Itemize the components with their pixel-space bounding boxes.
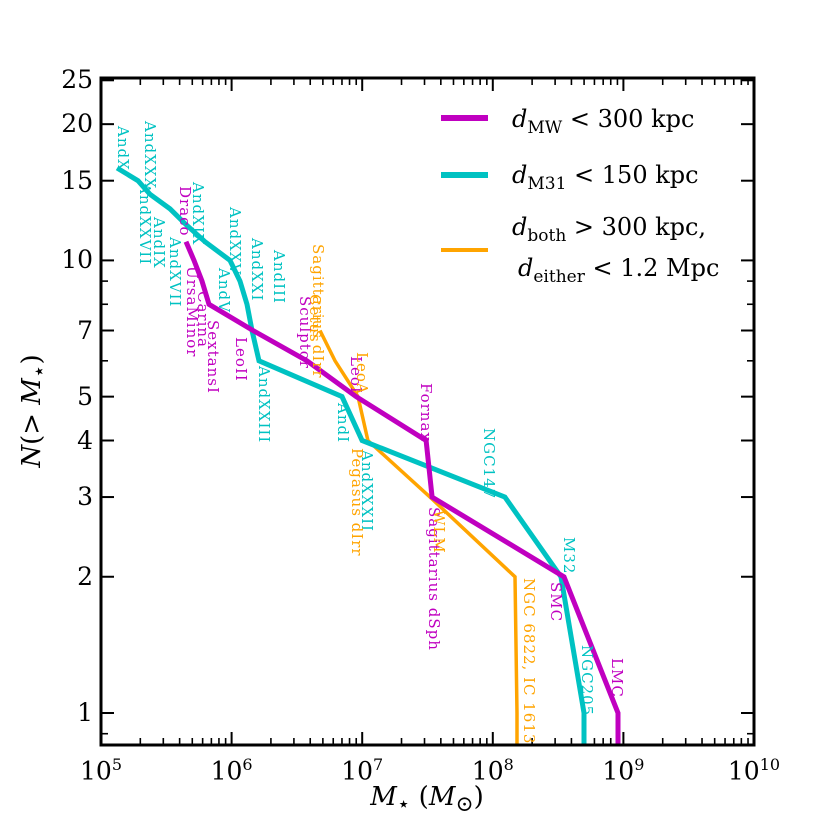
legend-d-subscript: either bbox=[533, 266, 585, 287]
galaxy-label-andix: AndIX bbox=[150, 217, 168, 269]
legend-d-subscript: both bbox=[527, 225, 567, 246]
legend-condition-text: < 1.2 Mpc bbox=[584, 253, 720, 282]
galaxy-label-leoii: LeoII bbox=[232, 337, 250, 382]
y-tick-label: 1 bbox=[77, 698, 93, 727]
x-axis-title-var: M bbox=[370, 782, 397, 812]
y-tick-label: 2 bbox=[77, 561, 93, 591]
galaxy-label-wlm: WLM bbox=[430, 510, 448, 554]
x-tick-label: 106 bbox=[184, 751, 280, 785]
x-tick-base: 10 bbox=[341, 756, 373, 786]
legend-condition-text: < 300 kpc bbox=[562, 105, 695, 133]
x-tick-label: 1010 bbox=[706, 751, 802, 785]
plot-frame bbox=[99, 76, 756, 747]
x-tick-label: 108 bbox=[445, 751, 541, 785]
y-axis-title-post: ) bbox=[16, 354, 47, 365]
x-tick-base: 10 bbox=[602, 756, 635, 786]
x-tick-label: 105 bbox=[53, 751, 149, 785]
y-tick-label: 3 bbox=[77, 482, 93, 512]
legend-condition-text: > 300 kpc, bbox=[566, 213, 707, 241]
x-axis-title-varsub: ⋆ bbox=[396, 792, 411, 818]
legend-swatch-mw bbox=[441, 115, 488, 121]
legend-label-line: deither < 1.2 Mpc bbox=[512, 252, 719, 293]
x-axis-title-post: ) bbox=[473, 782, 484, 812]
y-tick-label: 7 bbox=[77, 315, 93, 345]
galaxy-label-andx: AndX bbox=[114, 126, 132, 171]
x-tick-exponent: 7 bbox=[373, 755, 384, 774]
curve-m31 bbox=[115, 165, 587, 745]
legend-label-mw: dMW < 300 kpc bbox=[512, 103, 694, 144]
x-tick-exponent: 10 bbox=[759, 755, 781, 774]
curve-both bbox=[318, 329, 519, 745]
y-tick-label: 4 bbox=[77, 425, 93, 455]
y-axis-title: N(> M⋆) bbox=[17, 354, 55, 467]
legend-d-subscript: MW bbox=[527, 117, 563, 138]
galaxy-label-ngc205: NGC205 bbox=[578, 645, 596, 717]
galaxy-label-lmc: LMC bbox=[608, 658, 626, 698]
galaxy-label-andxxiii: AndXXIII bbox=[255, 366, 273, 444]
x-tick-base: 10 bbox=[727, 756, 760, 786]
galaxy-label-andxxx: AndXXX bbox=[141, 121, 159, 190]
legend-d-symbol: d bbox=[512, 161, 528, 189]
galaxy-label-andxix: AndXIX bbox=[189, 182, 207, 246]
legend-d-symbol: d bbox=[512, 213, 528, 241]
galaxy-label-ngc-6822: NGC 6822, IC 1613 bbox=[520, 578, 538, 745]
x-tick-base: 10 bbox=[80, 756, 112, 786]
galaxy-label-andv: AndV bbox=[215, 268, 233, 313]
galaxy-label-pegasus-dirr: Pegasus dIrr bbox=[348, 448, 366, 557]
y-axis-title-var1: N bbox=[16, 444, 47, 468]
x-tick-label: 109 bbox=[575, 751, 671, 785]
legend-condition-text: < 150 kpc bbox=[566, 161, 699, 189]
y-tick-label: 10 bbox=[61, 245, 93, 275]
x-tick-base: 10 bbox=[210, 756, 243, 786]
x-axis-title-mid: ( bbox=[410, 782, 429, 812]
x-tick-exponent: 5 bbox=[111, 755, 122, 774]
legend-label-m31: dM31 < 150 kpc bbox=[512, 159, 699, 200]
y-axis-title-mid: (> bbox=[16, 404, 47, 445]
y-tick-label: 25 bbox=[61, 65, 93, 95]
galaxy-label-cetus: Cetus bbox=[306, 294, 324, 343]
x-tick-base: 10 bbox=[471, 756, 504, 786]
legend-d-symbol: d bbox=[518, 253, 534, 282]
x-axis-title-unit: M bbox=[428, 782, 456, 812]
galaxy-label-m32: M32 bbox=[560, 537, 578, 575]
galaxy-label-andiii: AndIII bbox=[270, 250, 288, 304]
y-axis-title-var2: M bbox=[16, 378, 47, 405]
galaxy-label-ngc147: NGC147 bbox=[480, 428, 498, 500]
legend-d-subscript: M31 bbox=[527, 173, 567, 194]
galaxy-label-andi: AndI bbox=[334, 403, 352, 444]
legend-swatch-m31 bbox=[441, 172, 488, 178]
x-tick-exponent: 9 bbox=[634, 755, 645, 774]
galaxy-label-andxxv: AndXXV bbox=[226, 207, 244, 276]
x-tick-exponent: 8 bbox=[503, 755, 514, 774]
x-axis-title: M⋆ (M⊙) bbox=[327, 782, 527, 820]
galaxy-label-andxxi: AndXXI bbox=[248, 238, 266, 302]
galaxy-label-leoa: LeoA bbox=[353, 352, 371, 395]
x-tick-exponent: 6 bbox=[242, 755, 253, 774]
legend-label-line: dMW < 300 kpc bbox=[512, 103, 694, 144]
y-tick-label: 15 bbox=[61, 165, 93, 195]
galaxy-label-smc: SMC bbox=[547, 582, 565, 623]
galaxy-label-fornax: Fornax bbox=[417, 383, 435, 442]
galaxy-label-sextansi: SextansI bbox=[204, 320, 222, 394]
curve-mw bbox=[183, 240, 621, 745]
galaxy-label-andxvii: AndXVII bbox=[166, 237, 184, 308]
y-tick-label: 20 bbox=[61, 109, 93, 139]
x-axis-title-unitsub: ⊙ bbox=[455, 792, 474, 818]
legend-label-line: dM31 < 150 kpc bbox=[512, 159, 699, 200]
legend-swatch-both bbox=[441, 248, 488, 252]
legend-d-symbol: d bbox=[512, 105, 528, 133]
x-tick-label: 107 bbox=[314, 751, 410, 785]
y-axis-title-varsub: ⋆ bbox=[27, 364, 53, 379]
legend-label-both: dboth > 300 kpc, deither < 1.2 Mpc bbox=[512, 211, 719, 293]
y-tick-label: 5 bbox=[77, 381, 93, 411]
legend-label-line: dboth > 300 kpc, bbox=[512, 211, 719, 252]
